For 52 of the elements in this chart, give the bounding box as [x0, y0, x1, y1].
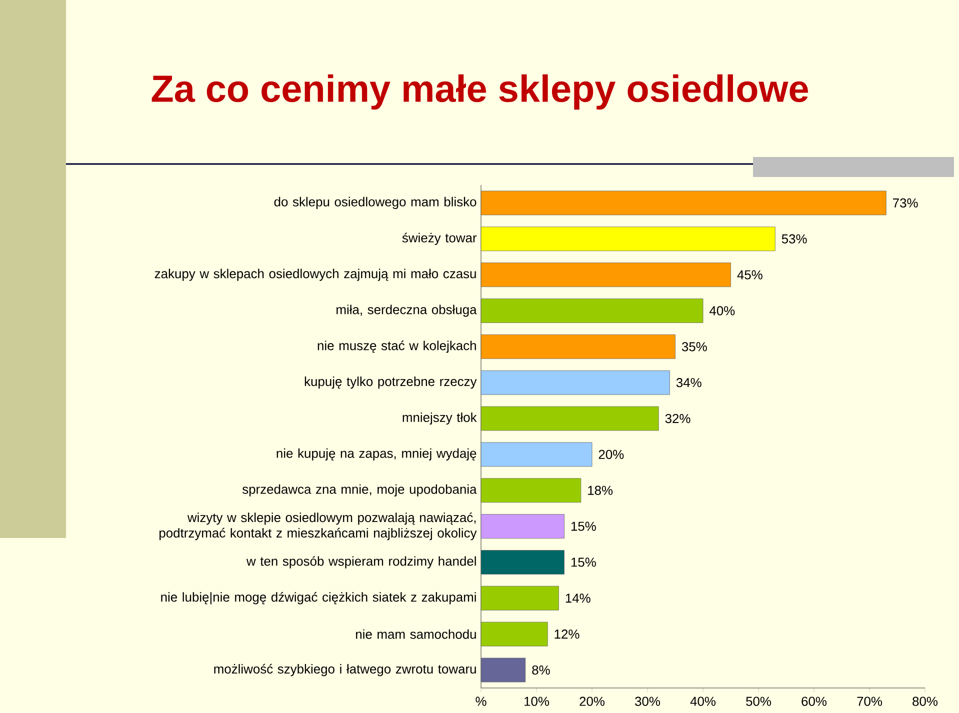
x-tick-label: 60%: [802, 696, 827, 706]
bar: [480, 622, 548, 646]
y-tick-label: do sklepu osiedlowego mam blisko: [274, 196, 476, 209]
y-tick-label: kupuję tylko potrzebne rzeczy: [304, 376, 477, 389]
x-tick-label: 70%: [857, 696, 882, 706]
x-tick-label: %: [476, 696, 486, 706]
bar: [480, 226, 776, 252]
x-tick-label: 80%: [912, 696, 938, 706]
data-label: 73%: [893, 198, 918, 208]
bar: [480, 442, 592, 467]
bar: [480, 406, 659, 431]
bar: [480, 190, 886, 216]
data-label: 53%: [782, 234, 807, 244]
chart-title: Za co cenimy małe sklepy osiedlowe: [152, 74, 808, 110]
bar: [480, 658, 526, 682]
data-label: 14%: [566, 594, 590, 603]
data-label: 32%: [665, 414, 690, 424]
y-tick-label: nie muszę stać w kolejkach: [318, 340, 476, 353]
bar: [480, 370, 670, 395]
x-tick-label: 30%: [635, 696, 660, 706]
bar: [480, 262, 731, 288]
data-label: 45%: [737, 270, 762, 280]
data-label: 18%: [588, 486, 613, 495]
bar: [480, 550, 564, 574]
y-tick-label: mniejszy tłok: [402, 412, 477, 425]
x-tick-label: 10%: [524, 696, 550, 706]
y-tick-label: nie mam samochodu: [356, 629, 476, 639]
y-tick-label: w ten sposób wspieram rodzimy handel: [246, 556, 476, 568]
y-tick-label: zakupy w sklepach osiedlowych zajmują mi mało czasu: [154, 268, 476, 281]
y-tick-label: nie lubię|nie mogę dźwigać ciężkich siatek z zakupami: [161, 592, 476, 604]
y-tick-label: miła, serdeczna obsługa: [336, 304, 477, 317]
y-tick-label: nie kupuję na zapas, mniej wydaję: [276, 448, 476, 460]
data-label: 34%: [676, 378, 702, 388]
data-label: 15%: [571, 558, 596, 567]
y-tick-label: świeży towar: [402, 232, 477, 245]
bar: [480, 514, 564, 539]
data-label: 20%: [598, 450, 624, 460]
bar: [480, 298, 704, 323]
data-label: 40%: [710, 306, 735, 316]
x-tick-label: 40%: [690, 696, 716, 706]
y-tick-label: możliwość szybkiego i łatwego zwrotu towaru: [214, 664, 476, 676]
data-label: 8%: [532, 665, 550, 675]
x-tick-label: 50%: [746, 696, 772, 706]
data-label: 35%: [682, 342, 707, 352]
x-tick-label: 20%: [580, 696, 605, 706]
data-label: 12%: [554, 630, 580, 639]
bar: [480, 478, 582, 503]
y-tick-label: wizyty w sklepie osiedlowym pozwalają nawiązać, podtrzymać kontakt z mieszkańcami najbliższej okolicy: [159, 512, 477, 540]
bar: [480, 334, 676, 359]
bar: [480, 586, 559, 610]
data-label: 15%: [571, 522, 596, 531]
y-tick-label: sprzedawca zna mnie, moje upodobania: [242, 484, 477, 496]
